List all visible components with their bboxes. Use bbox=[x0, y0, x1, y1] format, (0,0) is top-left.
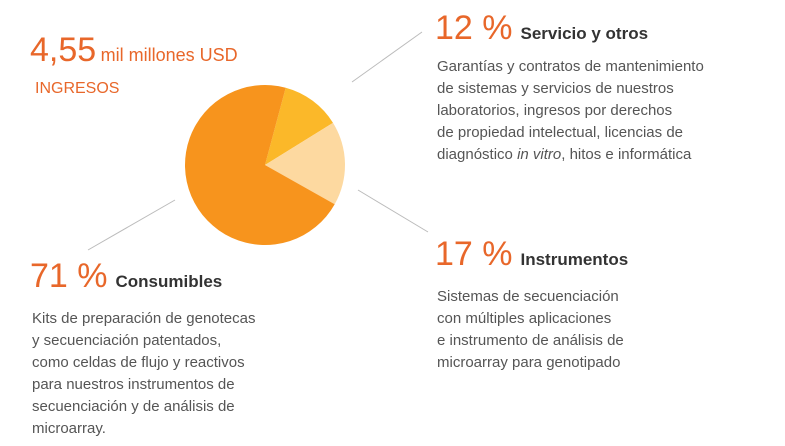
leader-line bbox=[357, 189, 429, 233]
description-fragment: diagnóstico bbox=[437, 146, 518, 163]
description-line: laboratorios, ingresos por derechos bbox=[437, 102, 673, 119]
slice-name: Consumibles bbox=[115, 272, 223, 291]
slice-description: Sistemas de secuenciación con múltiples a… bbox=[437, 286, 624, 374]
pie-slice bbox=[265, 122, 346, 205]
slice-description: Kits de preparación de genotecas y secuen… bbox=[32, 308, 255, 440]
slice-name: Servicio y otros bbox=[520, 24, 649, 43]
description-line: microarray. bbox=[32, 420, 106, 437]
description-line: para nuestros instrumentos de bbox=[32, 376, 235, 393]
description-line: secuenciación y de análisis de bbox=[32, 398, 235, 415]
description-line: diagnóstico in vitro, hitos e informátic… bbox=[437, 144, 704, 166]
leader-line bbox=[351, 31, 423, 83]
headline: 4,55 mil millones USD bbox=[30, 30, 238, 70]
description-line: como celdas de flujo y reactivos bbox=[32, 354, 245, 371]
total-value: 4,55 bbox=[30, 31, 97, 69]
description-fragment: in vitro bbox=[517, 146, 562, 163]
pie-slice bbox=[265, 87, 333, 165]
total-unit: mil millones USD bbox=[100, 45, 238, 65]
slice-heading: 71 % Consumibles bbox=[30, 256, 222, 296]
slice-description: Garantías y contratos de mantenimiento de… bbox=[437, 56, 704, 166]
total-caption: INGRESOS bbox=[35, 80, 120, 97]
description-line: y secuenciación patentados, bbox=[32, 332, 222, 349]
leader-line bbox=[87, 199, 176, 251]
slice-value: 17 % bbox=[435, 235, 513, 273]
slice-heading: 12 % Servicio y otros bbox=[435, 8, 648, 48]
description-fragment: , hitos e informática bbox=[561, 146, 692, 163]
pie-slice bbox=[185, 84, 335, 245]
pie bbox=[185, 84, 346, 245]
slice-value: 71 % bbox=[30, 257, 108, 295]
description-line: microarray para genotipado bbox=[437, 354, 621, 371]
description-line: e instrumento de análisis de bbox=[437, 332, 624, 349]
slice-heading: 17 % Instrumentos bbox=[435, 234, 628, 274]
description-line: con múltiples aplicaciones bbox=[437, 310, 612, 327]
description-line: de sistemas y servicios de nuestros bbox=[437, 80, 674, 97]
description-line: Kits de preparación de genotecas bbox=[32, 310, 256, 327]
description-line: Sistemas de secuenciación bbox=[437, 288, 619, 305]
description-line: de propiedad intelectual, licencias de bbox=[437, 124, 683, 141]
slice-value: 12 % bbox=[435, 9, 513, 47]
slice-name: Instrumentos bbox=[520, 250, 629, 269]
description-line: Garantías y contratos de mantenimiento bbox=[437, 58, 704, 75]
